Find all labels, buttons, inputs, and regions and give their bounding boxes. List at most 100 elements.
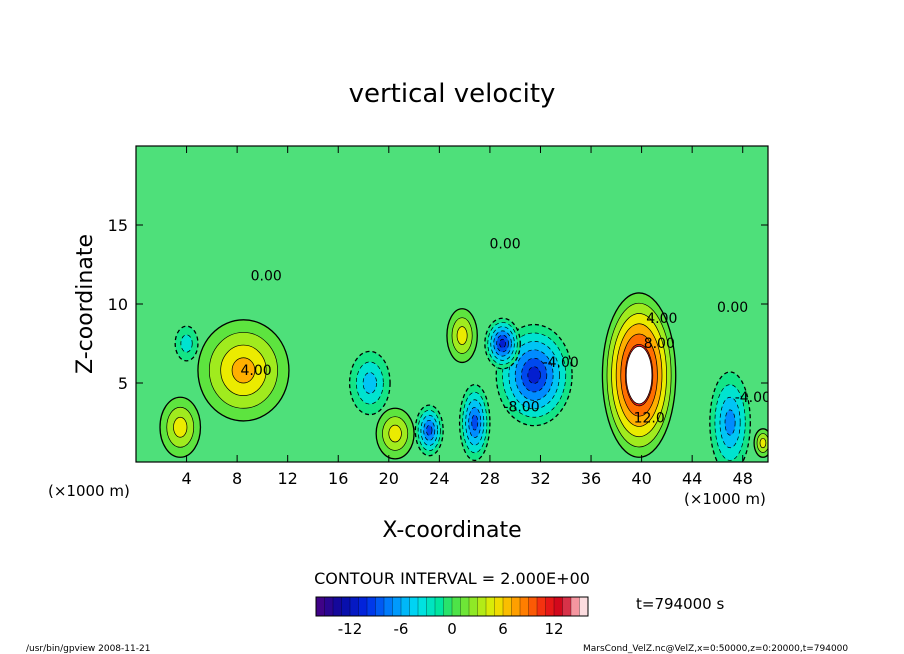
contour-band — [527, 366, 541, 384]
updraft-5 — [753, 428, 768, 458]
y-axis: 5 10 15 — [108, 216, 768, 393]
colorbar-cell — [511, 597, 521, 616]
downdraft-7 — [484, 317, 521, 370]
contour-band — [724, 409, 736, 436]
colorbar-cell — [579, 597, 589, 616]
contour-label-0: 4.00 — [240, 363, 271, 379]
colorbar-cell — [341, 597, 351, 616]
colorbar-cell — [520, 597, 529, 616]
x-tick-label-2: 12 — [278, 469, 298, 488]
x-unit-right: (×1000 m) — [684, 490, 766, 508]
colorbar-tick-label-2: 0 — [447, 620, 457, 638]
colorbar-cell — [350, 597, 359, 616]
colorbar-cell — [358, 597, 368, 616]
colorbar-cell — [324, 597, 334, 616]
colorbar-tick-label-3: 6 — [498, 620, 508, 638]
x-unit-left: (×1000 m) — [48, 482, 130, 500]
contour-band — [759, 437, 767, 449]
colorbar-cell — [554, 597, 563, 616]
x-tick-label-9: 40 — [631, 469, 651, 488]
x-tick-label-0: 4 — [181, 469, 191, 488]
x-tick-label-11: 48 — [733, 469, 753, 488]
colorbar-cell — [392, 597, 402, 616]
contour-label-7: 12.0 — [634, 411, 665, 427]
colorbar-cell — [375, 597, 385, 616]
colorbar-tick-label-4: 12 — [544, 620, 563, 638]
colorbar-cell — [418, 597, 427, 616]
contour-label-3: -4.00 — [543, 355, 579, 371]
colorbar-frame — [315, 596, 589, 617]
x-tick-label-7: 32 — [530, 469, 550, 488]
colorbar — [315, 596, 589, 617]
colorbar-cell — [333, 597, 342, 616]
x-tick-label-1: 8 — [232, 469, 242, 488]
y-tick-label-2: 15 — [108, 216, 128, 235]
colorbar-cell — [316, 597, 325, 616]
colorbar-cell — [452, 597, 461, 616]
contour-band — [388, 424, 402, 443]
y-tick-label-0: 5 — [118, 374, 128, 393]
contour-field — [159, 292, 768, 462]
contour-band — [173, 416, 188, 438]
contour-band — [471, 414, 479, 431]
colorbar-cell — [486, 597, 495, 616]
colorbar-tick-label-0: -12 — [338, 620, 363, 638]
colorbar-tick-label-1: -6 — [394, 620, 409, 638]
x-tick-label-8: 36 — [581, 469, 601, 488]
contour-band — [362, 372, 377, 394]
x-tick-label-3: 16 — [328, 469, 348, 488]
colorbar-cell — [401, 597, 410, 616]
contour-band — [426, 424, 433, 436]
colorbar-cell — [562, 597, 572, 616]
contour-band — [180, 334, 193, 353]
contour-interval-label: CONTOUR INTERVAL = 2.000E+00 — [314, 569, 590, 588]
footer-right: MarsCond_VelZ.nc@VelZ,x=0:50000,z=0:2000… — [583, 644, 848, 654]
x-axis: 4 8 12 16 20 24 28 32 36 40 44 48 — [181, 146, 753, 488]
contour-band — [499, 338, 506, 349]
contour-label-9: -4.00 — [735, 390, 771, 406]
colorbar-cell — [443, 597, 453, 616]
downdraft-10 — [709, 371, 751, 462]
colorbar-ticks: -12 -6 0 6 12 — [338, 620, 564, 638]
downdraft-9 — [414, 404, 444, 457]
chart-title: vertical velocity — [349, 79, 556, 109]
time-label: t=794000 s — [636, 595, 724, 613]
x-tick-label-4: 20 — [379, 469, 399, 488]
colorbar-cell — [367, 597, 376, 616]
contour-label-1: 0.00 — [251, 268, 282, 284]
contour-band — [456, 326, 468, 345]
colorbar-cell — [460, 597, 470, 616]
x-tick-label-5: 24 — [429, 469, 449, 488]
x-axis-label: X-coordinate — [382, 518, 521, 543]
y-tick-label-1: 10 — [108, 295, 128, 314]
downdraft-11 — [348, 350, 391, 416]
updraft-4 — [446, 308, 478, 364]
colorbar-cell — [477, 597, 487, 616]
updraft-3 — [375, 407, 415, 460]
contour-band — [231, 357, 256, 384]
updraft-1 — [197, 319, 290, 422]
colorbar-cell — [426, 597, 436, 616]
colorbar-cell — [503, 597, 512, 616]
contour-labels: 4.00 0.00 0.00 -4.00 -8.00 4.00 8.00 12.0 0.00 -4… — [240, 237, 771, 427]
colorbar-cell — [409, 597, 419, 616]
footer-left: /usr/bin/gpview 2008-11-21 — [26, 644, 150, 654]
colorbar-cell — [537, 597, 546, 616]
colorbar-cell — [435, 597, 444, 616]
colorbar-cell — [494, 597, 504, 616]
y-axis-label: Z-coordinate — [73, 234, 98, 374]
contour-label-2: 0.00 — [490, 237, 521, 253]
colorbar-cell — [528, 597, 538, 616]
colorbar-cell — [384, 597, 393, 616]
contour-core — [625, 345, 653, 405]
x-tick-label-6: 28 — [480, 469, 500, 488]
contour-label-6: 8.00 — [644, 336, 675, 352]
downdraft-12 — [174, 325, 199, 362]
x-tick-label-10: 44 — [682, 469, 702, 488]
updraft-0 — [601, 292, 677, 458]
updraft-2 — [159, 396, 202, 458]
contour-label-4: -8.00 — [503, 399, 539, 415]
plot-area: 4.00 0.00 0.00 -4.00 -8.00 4.00 8.00 12.0 0.00 -4… — [108, 145, 771, 488]
contour-label-5: 4.00 — [646, 311, 677, 327]
